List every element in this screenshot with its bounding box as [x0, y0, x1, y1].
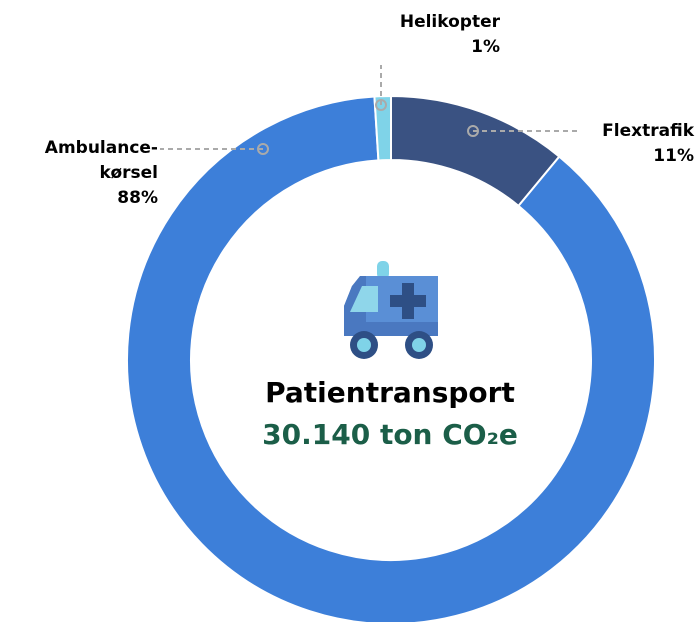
slice-label: Flextrafik 11%	[564, 119, 694, 169]
leader-dot	[257, 143, 269, 155]
category-label: Ambulance-kørsel	[44, 138, 158, 183]
value-label: 88%	[117, 188, 158, 208]
slice-label: Helikopter 1%	[370, 10, 500, 60]
value-label: 1%	[471, 37, 500, 57]
leader-dot	[467, 125, 479, 137]
slice	[126, 95, 656, 622]
category-label: Helikopter	[399, 12, 500, 32]
category-label: Flextrafik	[602, 121, 694, 141]
chart-subtitle: 30.140 ton CO₂e	[262, 418, 518, 451]
slice	[373, 94, 392, 162]
slices	[126, 94, 656, 622]
chart-title: Patientransport	[265, 376, 515, 409]
leader-dot	[375, 99, 387, 111]
value-label: 11%	[653, 146, 694, 166]
slice-label: Ambulance-kørsel 88%	[33, 136, 158, 211]
ambulance-icon	[344, 261, 438, 359]
